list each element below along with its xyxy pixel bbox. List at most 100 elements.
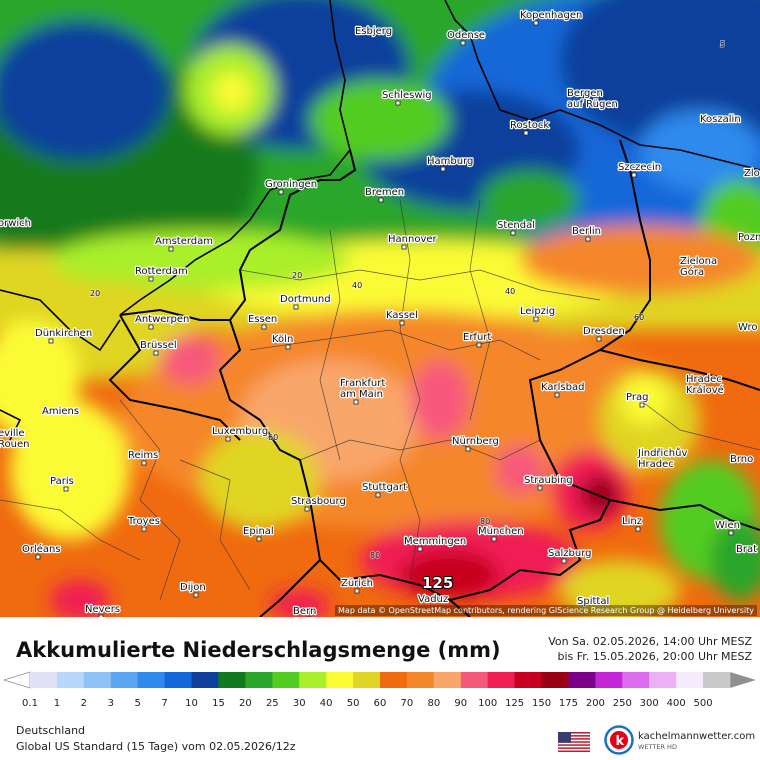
- svg-text:Odense: Odense: [447, 30, 485, 41]
- city-label: Jindřichův Hradec: [636, 446, 689, 471]
- legend-tick-label: 175: [559, 698, 578, 709]
- legend-tick-label: 20: [239, 698, 252, 709]
- city-dot: [261, 324, 267, 330]
- svg-text:Troyes: Troyes: [127, 516, 160, 527]
- brand-subtitle: WETTER HD: [638, 743, 677, 751]
- legend-tick-label: 1: [54, 698, 60, 709]
- city-label: Zürich: [340, 577, 374, 594]
- svg-text:Brüssel: Brüssel: [140, 340, 177, 351]
- precipitation-map[interactable]: 5 20 20 40 40 60 60 80 80 125 Esbjerg Ode…: [0, 0, 760, 617]
- svg-text:Pozn: Pozn: [738, 232, 760, 243]
- city-label: Amsterdam: [154, 235, 214, 252]
- city-dot: [635, 526, 641, 532]
- city-dot: [225, 436, 231, 442]
- svg-text:Stendal: Stendal: [497, 220, 535, 231]
- city-dot: [523, 130, 529, 136]
- city-dot: [465, 446, 471, 452]
- city-label: Schleswig: [381, 89, 433, 106]
- city-label: Linz: [621, 515, 643, 532]
- city-label: Zielona Góra: [679, 255, 719, 279]
- legend-tick-label: 2: [81, 698, 87, 709]
- city-label: Leipzig: [519, 305, 556, 322]
- city-label: Hannover: [387, 233, 439, 250]
- city-dot: [375, 492, 381, 498]
- city-label: Prag: [625, 391, 650, 408]
- city-dot: [141, 526, 147, 532]
- legend-tick-label: 25: [266, 698, 279, 709]
- svg-text:Epinal: Epinal: [243, 526, 274, 537]
- city-label: Spittal: [576, 595, 611, 608]
- legend-swatch: [353, 672, 381, 688]
- legend-arrow-left: [2, 671, 31, 689]
- city-dot: [63, 486, 69, 492]
- city-label: Amiens: [41, 405, 80, 418]
- city-dot: [148, 276, 154, 282]
- city-dot: [401, 244, 407, 250]
- legend-swatch: [541, 672, 569, 688]
- svg-text:k: k: [616, 734, 625, 749]
- svg-text:Zlo: Zlo: [744, 168, 760, 179]
- city-dot: [256, 536, 262, 542]
- city-label: Rotterdam: [134, 265, 189, 282]
- city-dot: [193, 592, 199, 598]
- time-period: Von Sa. 02.05.2026, 14:00 Uhr MESZ bis F…: [548, 634, 752, 664]
- svg-text:40: 40: [352, 281, 362, 290]
- city-label: Salzburg: [547, 547, 593, 564]
- city-dot: [417, 546, 423, 552]
- city-label: Brno: [729, 453, 755, 466]
- svg-text:Hannover: Hannover: [388, 234, 438, 245]
- svg-text:Berlin: Berlin: [572, 226, 601, 237]
- svg-text:Spittal: Spittal: [577, 596, 609, 607]
- svg-text:Kopenhagen: Kopenhagen: [520, 10, 582, 21]
- city-dot: [378, 197, 384, 203]
- svg-text:Bern: Bern: [293, 606, 316, 617]
- city-labels: Esbjerg Odense Kopenhagen Schleswig Bergen au…: [0, 9, 760, 617]
- svg-text:Nevers: Nevers: [85, 604, 120, 615]
- period-to: bis Fr. 15.05.2026, 20:00 Uhr MESZ: [557, 650, 752, 663]
- us-flag-icon[interactable]: [557, 731, 591, 753]
- legend-swatch: [272, 672, 300, 688]
- svg-text:Vaduz: Vaduz: [418, 594, 448, 605]
- legend-swatch: [703, 672, 731, 688]
- city-dot: [285, 344, 291, 350]
- legend-tick-label: 7: [161, 698, 167, 709]
- contour-labels: 5 20 20 40 40 60 60 80 80 125: [89, 39, 726, 593]
- coastline: [0, 0, 760, 441]
- city-label: Berlin: [571, 225, 602, 242]
- city-label: Kopenhagen: [519, 9, 584, 26]
- city-label: Nürnberg: [451, 435, 500, 452]
- city-dot: [168, 246, 174, 252]
- brand-block[interactable]: k kachelmannwetter.com WETTER HD: [604, 725, 755, 757]
- city-label: Essen: [247, 313, 278, 330]
- svg-text:Memmingen: Memmingen: [404, 536, 466, 547]
- city-label: Memmingen: [403, 535, 467, 552]
- city-label: Epinal: [242, 525, 275, 542]
- city-label: Troyes: [126, 515, 161, 532]
- chart-title: Akkumulierte Niederschlagsmenge (mm): [16, 638, 501, 662]
- legend-tick-label: 60: [374, 698, 387, 709]
- legend-tick-label: 125: [505, 698, 524, 709]
- legend-swatch: [460, 672, 489, 688]
- city-dot: [639, 402, 645, 408]
- legend-swatch: [245, 672, 273, 688]
- legend-swatch: [218, 672, 246, 688]
- city-dot: [491, 536, 497, 542]
- city-label: Köln: [271, 333, 294, 350]
- legend-arrow-right: [730, 672, 756, 688]
- svg-text:Essen: Essen: [248, 314, 277, 325]
- svg-text:Strasbourg: Strasbourg: [291, 496, 346, 507]
- city-dot: [561, 558, 567, 564]
- legend-tick-label: 300: [640, 698, 659, 709]
- city-dot: [440, 166, 446, 172]
- city-dot: [48, 338, 54, 344]
- svg-text:80: 80: [370, 551, 380, 560]
- city-dot: [596, 336, 602, 342]
- city-dot: [354, 588, 360, 594]
- legend-swatch: [299, 672, 327, 688]
- city-dot: [148, 324, 154, 330]
